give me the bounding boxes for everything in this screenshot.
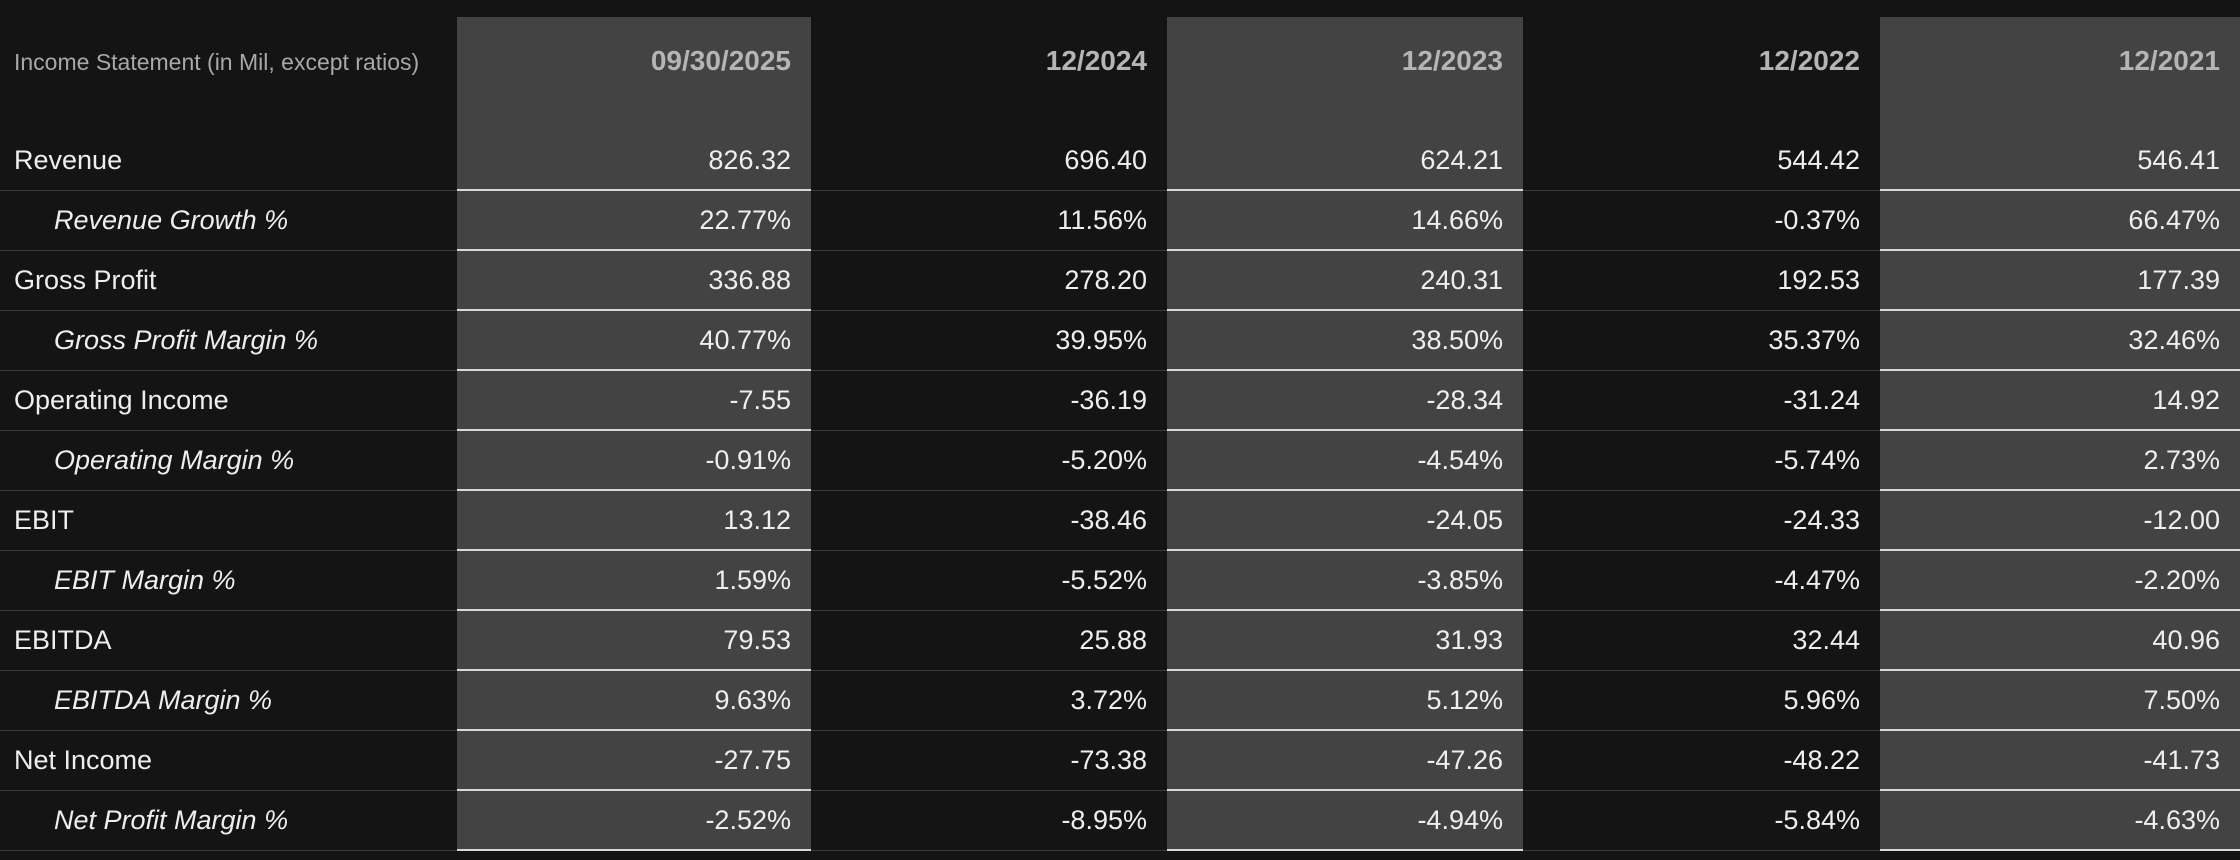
value-cell: 5.12% — [1167, 671, 1523, 731]
row-label: Net Profit Margin % — [0, 791, 457, 851]
value-cell: 624.21 — [1167, 131, 1523, 191]
value-cell: -3.85% — [1167, 551, 1523, 611]
row-label: EBITDA Margin % — [0, 671, 457, 731]
value-cell: 32.46% — [1880, 311, 2240, 371]
value-cell: 546.41 — [1880, 131, 2240, 191]
row-label: Operating Income — [0, 371, 457, 431]
value-cell: 25.88 — [811, 611, 1167, 671]
value-cell: 5.96% — [1523, 671, 1880, 731]
row-label: Operating Margin % — [0, 431, 457, 491]
value-cell: -31.24 — [1523, 371, 1880, 431]
value-cell: -5.84% — [1523, 791, 1880, 851]
row-label: Gross Profit — [0, 251, 457, 311]
value-cell: 826.32 — [457, 131, 811, 191]
row-label: Revenue — [0, 131, 457, 191]
value-cell: 9.63% — [457, 671, 811, 731]
value-cell: 32.44 — [1523, 611, 1880, 671]
value-cell: -12.00 — [1880, 491, 2240, 551]
value-cell: -38.46 — [811, 491, 1167, 551]
header-title: Income Statement (in Mil, except ratios) — [14, 49, 420, 75]
column-header: 12/2024 — [1045, 45, 1147, 76]
value-cell: -27.75 — [457, 731, 811, 791]
value-cell: 22.77% — [457, 191, 811, 251]
column-header: 09/30/2025 — [457, 17, 811, 131]
row-label: Gross Profit Margin % — [0, 311, 457, 371]
value-cell: 66.47% — [1880, 191, 2240, 251]
value-cell: 14.92 — [1880, 371, 2240, 431]
value-cell: -41.73 — [1880, 731, 2240, 791]
value-cell: -4.63% — [1880, 791, 2240, 851]
value-cell: -4.54% — [1167, 431, 1523, 491]
value-cell: 192.53 — [1523, 251, 1880, 311]
value-cell: -0.37% — [1523, 191, 1880, 251]
value-cell: -8.95% — [811, 791, 1167, 851]
value-cell: -73.38 — [811, 731, 1167, 791]
value-cell: -4.47% — [1523, 551, 1880, 611]
value-cell: 14.66% — [1167, 191, 1523, 251]
value-cell: 1.59% — [457, 551, 811, 611]
value-cell: -48.22 — [1523, 731, 1880, 791]
value-cell: 3.72% — [811, 671, 1167, 731]
row-label: Net Income — [0, 731, 457, 791]
value-cell: 38.50% — [1167, 311, 1523, 371]
row-label: EBIT Margin % — [0, 551, 457, 611]
row-label: Revenue Growth % — [0, 191, 457, 251]
value-cell: 79.53 — [457, 611, 811, 671]
value-cell: -24.05 — [1167, 491, 1523, 551]
value-cell: 336.88 — [457, 251, 811, 311]
value-cell: -28.34 — [1167, 371, 1523, 431]
value-cell: -47.26 — [1167, 731, 1523, 791]
value-cell: 7.50% — [1880, 671, 2240, 731]
column-header: 12/2021 — [1880, 17, 2240, 131]
value-cell: -24.33 — [1523, 491, 1880, 551]
value-cell: -5.52% — [811, 551, 1167, 611]
column-header: 12/2023 — [1167, 17, 1523, 131]
value-cell: 11.56% — [811, 191, 1167, 251]
value-cell: -5.74% — [1523, 431, 1880, 491]
value-cell: 177.39 — [1880, 251, 2240, 311]
value-cell: -2.20% — [1880, 551, 2240, 611]
value-cell: 13.12 — [457, 491, 811, 551]
column-header: 12/2022 — [1758, 45, 1860, 76]
value-cell: 2.73% — [1880, 431, 2240, 491]
value-cell: -7.55 — [457, 371, 811, 431]
value-cell: 40.96 — [1880, 611, 2240, 671]
row-label: EBIT — [0, 491, 457, 551]
value-cell: 240.31 — [1167, 251, 1523, 311]
value-cell: 544.42 — [1523, 131, 1880, 191]
value-cell: -5.20% — [811, 431, 1167, 491]
value-cell: 31.93 — [1167, 611, 1523, 671]
value-cell: -0.91% — [457, 431, 811, 491]
value-cell: -4.94% — [1167, 791, 1523, 851]
value-cell: 40.77% — [457, 311, 811, 371]
value-cell: -36.19 — [811, 371, 1167, 431]
row-label: EBITDA — [0, 611, 457, 671]
value-cell: -2.52% — [457, 791, 811, 851]
value-cell: 696.40 — [811, 131, 1167, 191]
value-cell: 278.20 — [811, 251, 1167, 311]
value-cell: 35.37% — [1523, 311, 1880, 371]
value-cell: 39.95% — [811, 311, 1167, 371]
